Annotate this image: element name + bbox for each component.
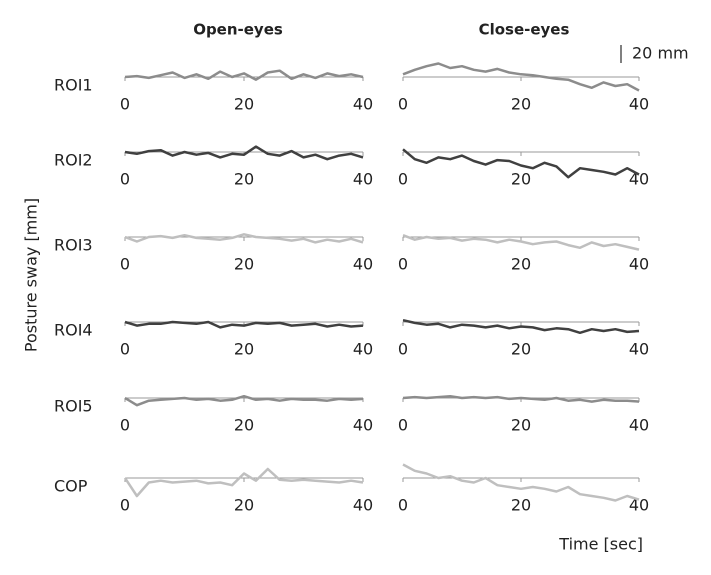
- x-tick-label: 40: [629, 496, 649, 515]
- x-axis-label: Time [sec]: [558, 535, 643, 554]
- x-tick-label: 0: [398, 340, 408, 359]
- sway-line: [402, 234, 640, 251]
- x-tick-label: 0: [120, 496, 130, 515]
- x-tick-label: 20: [234, 340, 254, 359]
- x-tick-label: 0: [398, 95, 408, 114]
- x-tick-label: 40: [629, 255, 649, 274]
- x-tick-label: 0: [120, 416, 130, 435]
- row-label: ROI1: [54, 76, 93, 95]
- row-label: ROI4: [54, 321, 93, 340]
- x-tick-label: 20: [511, 496, 531, 515]
- x-tick-label: 40: [353, 340, 373, 359]
- x-tick-label: 20: [511, 95, 531, 114]
- x-tick-label: 20: [511, 416, 531, 435]
- x-tick-label: 40: [353, 95, 373, 114]
- sway-line: [124, 69, 364, 81]
- sway-line: [123, 467, 364, 498]
- row-label: ROI5: [54, 397, 93, 416]
- x-tick-label: 40: [629, 95, 649, 114]
- x-tick-label: 40: [353, 170, 373, 189]
- sway-line: [402, 463, 640, 502]
- sway-line: [124, 145, 364, 161]
- x-tick-label: 0: [398, 496, 408, 515]
- column-title: Open-eyes: [193, 21, 283, 39]
- scale-bar-label: 20 mm: [632, 44, 689, 63]
- x-tick-label: 0: [398, 255, 408, 274]
- x-tick-label: 20: [511, 170, 531, 189]
- x-tick-label: 0: [120, 255, 130, 274]
- sway-line: [402, 394, 640, 403]
- x-tick-label: 40: [629, 340, 649, 359]
- x-tick-label: 40: [353, 416, 373, 435]
- x-tick-label: 20: [234, 496, 254, 515]
- x-tick-label: 20: [511, 340, 531, 359]
- x-tick-label: 0: [120, 340, 130, 359]
- sway-line: [124, 394, 364, 407]
- sway-line: [402, 148, 640, 179]
- x-tick-label: 40: [353, 255, 373, 274]
- x-tick-label: 0: [120, 95, 130, 114]
- sway-line: [124, 233, 364, 244]
- x-tick-label: 0: [120, 170, 130, 189]
- x-tick-label: 20: [234, 255, 254, 274]
- y-axis-label: Posture sway [mm]: [22, 198, 41, 352]
- x-tick-label: 0: [398, 170, 408, 189]
- x-tick-label: 40: [629, 416, 649, 435]
- row-label: ROI2: [54, 151, 93, 170]
- sway-line: [124, 320, 364, 329]
- column-title: Close-eyes: [479, 21, 570, 39]
- x-tick-label: 20: [234, 416, 254, 435]
- sway-line: [402, 318, 640, 335]
- x-tick-label: 40: [353, 496, 373, 515]
- x-tick-label: 40: [629, 170, 649, 189]
- row-label: ROI3: [54, 236, 93, 255]
- x-tick-label: 20: [511, 255, 531, 274]
- sway-line: [402, 62, 640, 92]
- x-tick-label: 20: [234, 170, 254, 189]
- row-label: COP: [54, 477, 88, 496]
- x-tick-label: 0: [398, 416, 408, 435]
- x-tick-label: 20: [234, 95, 254, 114]
